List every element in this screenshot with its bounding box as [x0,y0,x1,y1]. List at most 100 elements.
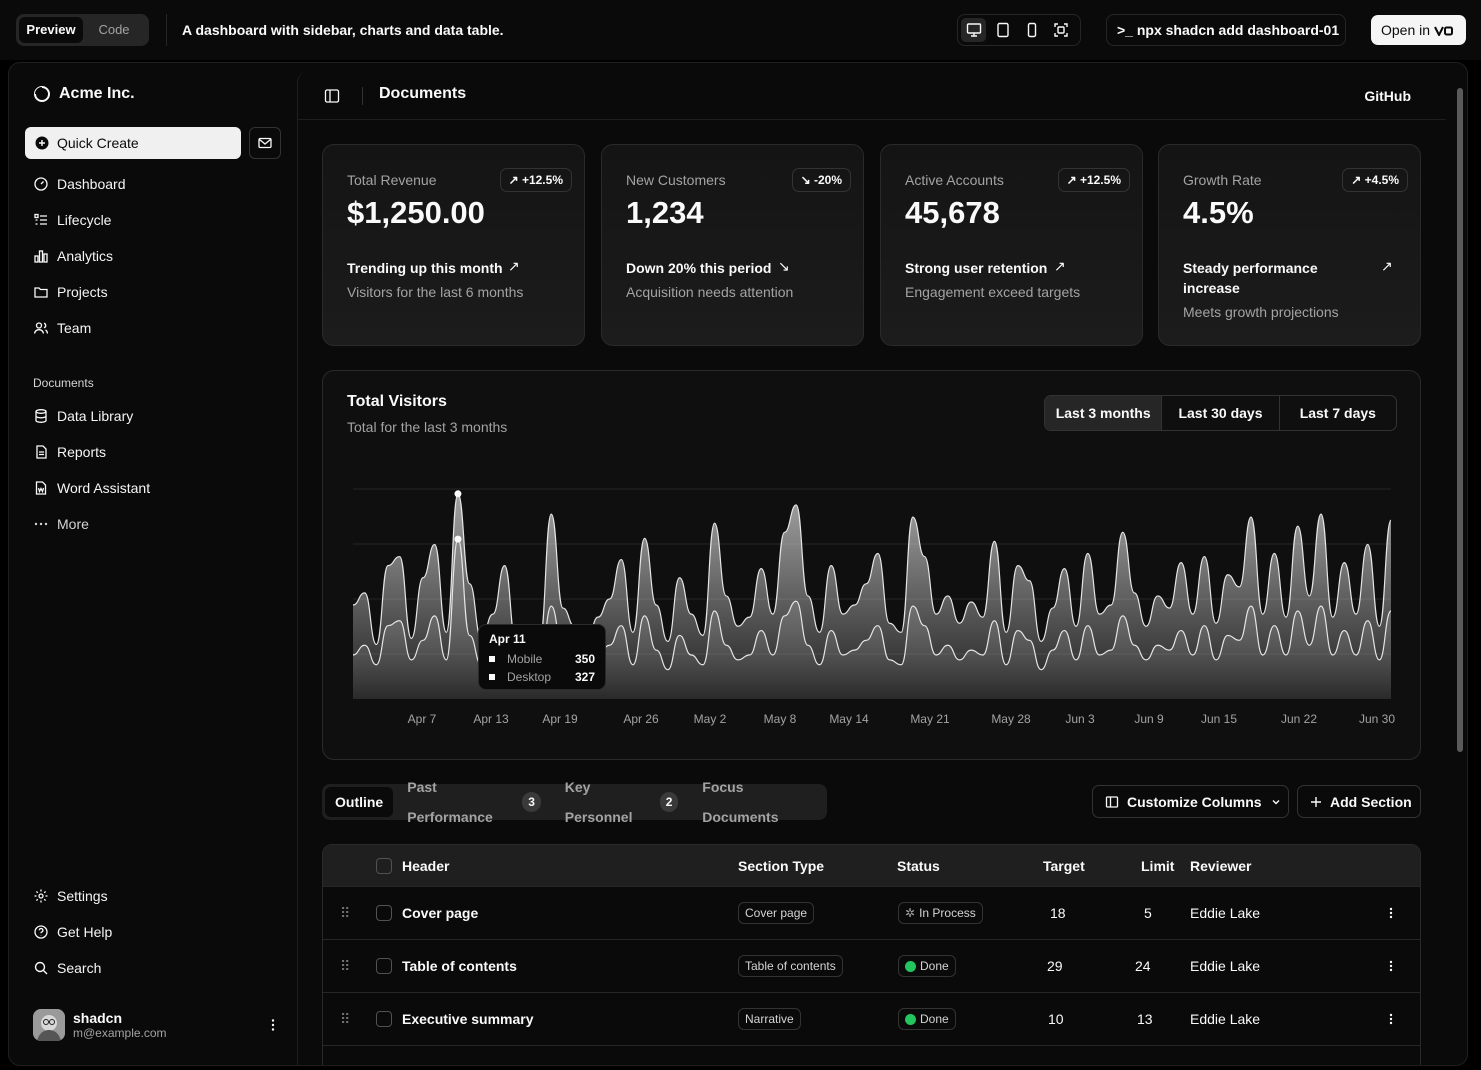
drag-handle-icon[interactable]: ⠿ [340,1010,351,1027]
fullscreen-button[interactable] [1048,18,1073,42]
table-row[interactable]: ⠿ Table of contents Table of contents Do… [323,939,1420,992]
range-toggle: Last 3 months Last 30 days Last 7 days [1044,395,1397,431]
install-command-button[interactable]: >_ npx shadcn add dashboard-01 [1106,14,1346,46]
sidebar-item-label: Projects [57,284,108,300]
row-checkbox[interactable] [376,1011,392,1027]
drag-handle-icon[interactable]: ⠿ [340,957,351,974]
chart-title: Total Visitors [347,393,447,410]
open-in-label: Open in [1381,22,1431,38]
x-tick-label: Apr 13 [473,712,509,726]
column-header-limit[interactable]: Limit [1141,857,1175,874]
sidebar-toggle-icon[interactable] [324,88,340,104]
inbox-button[interactable] [249,127,281,159]
tab-code[interactable]: Code [98,22,130,37]
sidebar-item-projects[interactable]: Projects [33,280,108,304]
stat-trend-text: Down 20% this period [626,260,772,276]
tab-key-personnel[interactable]: Key Personnel 2 [555,779,688,825]
area-chart[interactable]: Apr 7 Apr 13 Apr 19 Apr 26 May 2 May 8 May 14 M… [323,371,1422,761]
loader-icon: ✲ [905,906,916,920]
check-circle-icon [905,960,916,972]
sidebar-item-data-library[interactable]: Data Library [33,404,133,428]
monitor-icon [966,23,981,37]
sidebar-item-search[interactable]: Search [33,956,101,980]
tab-past-performance[interactable]: Past Performance 3 [397,779,551,825]
row-header[interactable]: Table of contents [402,958,517,974]
range-option-3-months[interactable]: Last 3 months [1045,396,1163,430]
range-option-7-days[interactable]: Last 7 days [1299,405,1376,421]
column-header-reviewer[interactable]: Reviewer [1190,857,1252,874]
trending-up-icon: ↗ [508,173,522,187]
folder-icon [34,287,48,298]
tooltip-date: Apr 11 [489,632,526,646]
section-type-badge: Cover page [738,902,815,924]
range-option-30-days[interactable]: Last 30 days [1162,396,1280,430]
stat-caption: Visitors for the last 6 months [347,284,524,300]
brand[interactable]: Acme Inc. [33,85,135,103]
stat-card-customers: New Customers 1,234 ↘ -20% Down 20% this… [601,144,864,346]
page-scrollbar[interactable] [1454,70,1466,1060]
tooltip-series-name: Mobile [507,652,543,666]
column-header-header[interactable]: Header [402,857,450,874]
customize-columns-button[interactable]: Customize Columns [1092,785,1289,818]
github-link[interactable]: GitHub [1364,88,1411,104]
target-value[interactable]: 18 [1050,905,1066,921]
row-actions-icon[interactable] [1384,993,1398,1045]
column-header-status[interactable]: Status [897,857,940,874]
sidebar-item-more[interactable]: More [33,512,89,536]
target-value[interactable]: 10 [1048,1011,1064,1027]
tablet-view-button[interactable] [990,18,1015,42]
stat-label: New Customers [626,172,726,188]
target-value[interactable]: 29 [1047,958,1063,974]
sidebar-item-settings[interactable]: Settings [33,884,108,908]
trend-badge: ↗ +4.5% [1342,168,1408,192]
column-header-section-type[interactable]: Section Type [738,857,825,874]
sidebar-item-label: Dashboard [57,176,126,192]
sidebar-item-label: Data Library [57,408,134,424]
row-checkbox[interactable] [376,905,392,921]
chart-tooltip: Apr 11 Mobile 350 Desktop 327 [478,624,606,690]
quick-create-button[interactable]: Quick Create [25,127,241,159]
series-area-desktop[interactable] [353,539,1391,699]
stat-value: $1,250.00 [347,195,485,230]
add-section-button[interactable]: Add Section [1297,785,1421,818]
sidebar-item-word-assistant[interactable]: Word Assistant [33,476,150,500]
tab-preview[interactable]: Preview [19,17,83,43]
table-row[interactable] [323,1045,1420,1065]
sidebar-item-reports[interactable]: Reports [33,440,106,464]
limit-value[interactable]: 24 [1135,958,1151,974]
table-row[interactable]: ⠿ Executive summary Narrative Done 10 13… [323,992,1420,1045]
limit-value[interactable]: 13 [1137,1011,1153,1027]
row-header[interactable]: Cover page [402,905,479,921]
sidebar-item-get-help[interactable]: Get Help [33,920,112,944]
sidebar-item-dashboard[interactable]: Dashboard [33,172,126,196]
trend-badge: ↘ -20% [791,168,851,192]
section-type-badge: Narrative [738,1008,801,1030]
tab-outline[interactable]: Outline [325,787,394,817]
stat-caption: Acquisition needs attention [626,284,794,300]
sidebar-item-lifecycle[interactable]: Lifecycle [33,208,111,232]
limit-value[interactable]: 5 [1144,905,1152,921]
more-vertical-icon[interactable] [265,1017,281,1033]
select-all-checkbox[interactable] [376,857,392,874]
scrollbar-thumb[interactable] [1457,88,1463,752]
sidebar-item-team[interactable]: Team [33,316,91,340]
table-tabs: Outline Past Performance 3 Key Personnel 2… [322,779,827,825]
open-in-v0-button[interactable]: Open in [1371,15,1466,45]
user-menu[interactable]: shadcn m@example.com [33,1007,281,1043]
x-tick-label: May 21 [910,712,950,726]
hover-point-desktop [454,535,462,543]
sidebar-item-label: Get Help [57,924,113,940]
drag-handle-icon[interactable]: ⠿ [340,904,351,921]
mobile-view-button[interactable] [1019,18,1044,42]
sidebar-item-analytics[interactable]: Analytics [33,244,113,268]
table-row[interactable]: ⠿ Cover page Cover page ✲ In Process 18 5… [323,886,1420,939]
trend-badge: ↗ +12.5% [499,168,572,192]
row-actions-icon[interactable] [1384,887,1398,939]
row-header[interactable]: Executive summary [402,1011,534,1027]
column-header-target[interactable]: Target [1043,857,1085,874]
desktop-view-button[interactable] [961,18,986,42]
tab-focus-documents[interactable]: Focus Documents [692,779,824,825]
stat-value: 45,678 [905,195,1000,230]
row-checkbox[interactable] [376,958,392,974]
row-actions-icon[interactable] [1384,940,1398,992]
